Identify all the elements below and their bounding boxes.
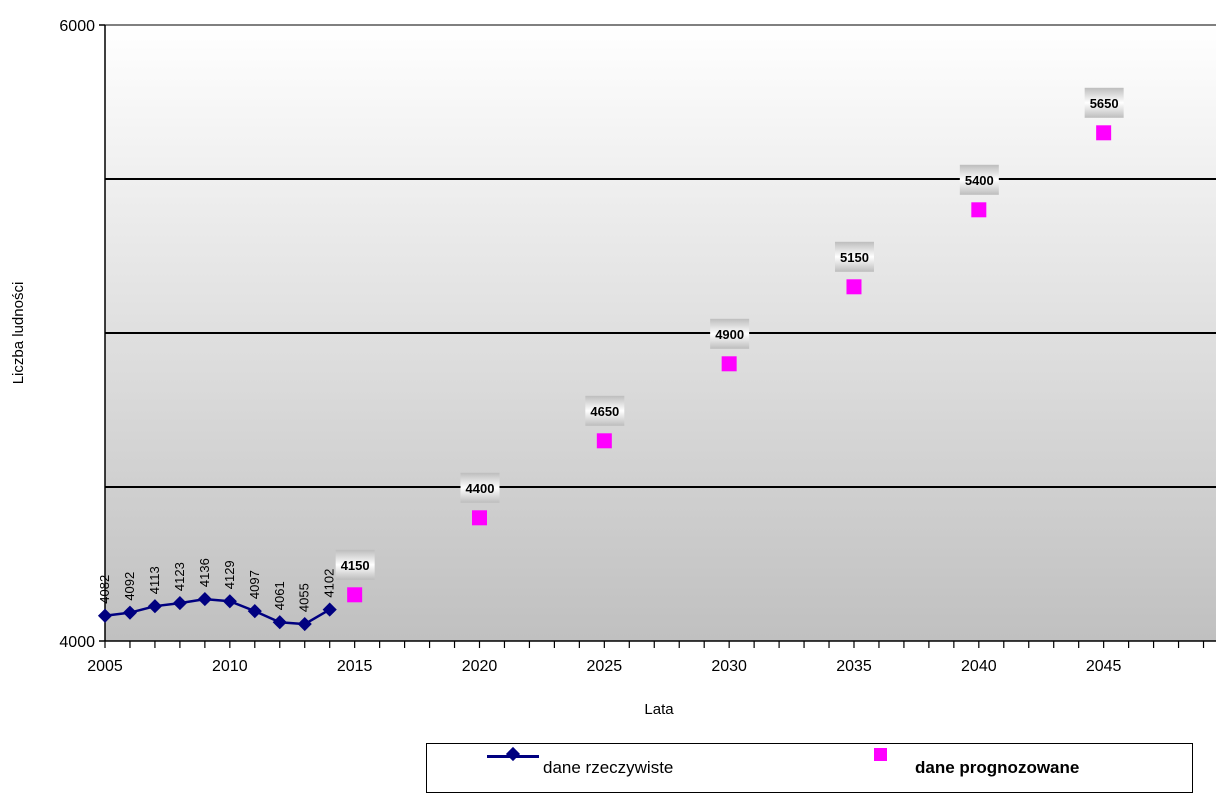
- data-label-forecast-box: [1084, 87, 1124, 118]
- point-forecast: [721, 356, 737, 372]
- x-axis-title: Lata: [644, 701, 674, 718]
- data-label-actual: 4113: [147, 566, 162, 594]
- x-tick-label: 2025: [587, 658, 623, 675]
- y-axis-title: Liczba ludności: [10, 282, 27, 385]
- x-tick-label: 2040: [961, 658, 997, 675]
- point-actual: [147, 599, 163, 614]
- y-tick-label: 4000: [59, 634, 95, 651]
- point-actual: [272, 615, 287, 630]
- legend-actual-label: dane rzeczywiste: [543, 758, 674, 777]
- data-label-forecast-box: [335, 549, 375, 580]
- data-label-actual: 4061: [272, 581, 287, 610]
- data-label-forecast: 4150: [341, 558, 370, 573]
- data-label-forecast: 4900: [715, 327, 744, 342]
- point-forecast: [347, 587, 363, 603]
- data-label-actual: 4082: [97, 575, 112, 604]
- x-tick-label: 2020: [462, 658, 498, 675]
- point-actual: [247, 604, 262, 619]
- x-tick-label: 2045: [1086, 658, 1122, 675]
- data-label-actual: 4097: [247, 570, 262, 599]
- point-actual: [97, 608, 113, 623]
- point-actual: [297, 616, 312, 632]
- data-label-actual: 4123: [172, 562, 187, 591]
- data-label-actual: 4102: [322, 569, 337, 598]
- point-actual: [322, 602, 337, 617]
- x-tick-label: 2030: [711, 658, 747, 675]
- data-label-forecast-box: [585, 395, 625, 426]
- legend: dane rzeczywiste dane prognozowane: [426, 743, 1193, 793]
- point-actual: [222, 594, 237, 609]
- data-label-forecast: 5150: [840, 250, 869, 265]
- data-label-forecast-box: [959, 164, 999, 195]
- data-label-forecast-box: [834, 241, 874, 272]
- point-forecast: [971, 202, 987, 218]
- point-actual: [172, 596, 187, 611]
- data-label-actual: 4129: [222, 560, 237, 589]
- x-tick-label: 2010: [212, 658, 248, 675]
- data-label-actual: 4136: [197, 558, 212, 587]
- legend-forecast-label: dane prognozowane: [915, 758, 1080, 777]
- data-label-actual: 4055: [297, 583, 312, 612]
- point-forecast: [471, 510, 487, 526]
- x-tick-label: 2035: [836, 658, 872, 675]
- data-label-forecast: 5650: [1090, 96, 1119, 111]
- x-tick-label: 2005: [87, 658, 123, 675]
- point-actual: [122, 605, 138, 620]
- data-label-forecast: 5400: [965, 173, 994, 188]
- point-forecast: [596, 433, 612, 449]
- legend-forecast-marker: [874, 748, 887, 761]
- point-forecast: [846, 279, 862, 295]
- series-actual-line: [104, 597, 331, 626]
- point-forecast: [1096, 125, 1112, 141]
- data-label-forecast: 4650: [590, 404, 619, 419]
- x-tick-label: 2015: [337, 658, 373, 675]
- data-label-forecast-box: [710, 318, 750, 349]
- point-actual: [197, 592, 212, 607]
- data-label-actual: 4092: [122, 572, 137, 601]
- y-tick-label: 6000: [59, 18, 95, 35]
- data-label-forecast: 4400: [466, 481, 495, 496]
- data-label-forecast-box: [460, 472, 500, 503]
